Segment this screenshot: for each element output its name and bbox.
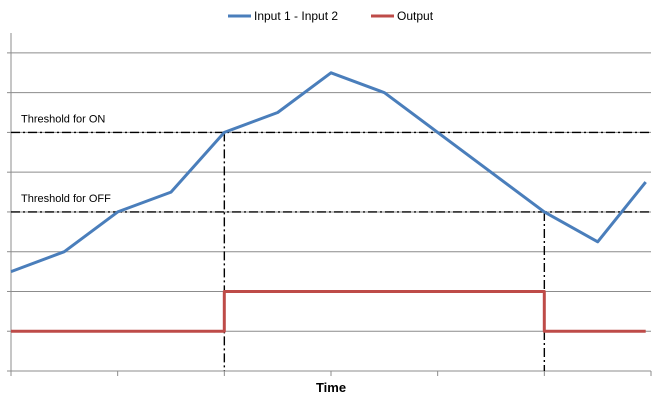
legend-label-diff: Input 1 - Input 2 bbox=[254, 9, 338, 23]
legend: Input 1 - Input 2 Output bbox=[228, 9, 434, 23]
series-line-output bbox=[11, 290, 646, 333]
legend-label-output: Output bbox=[397, 9, 434, 23]
threshold-off-label: Threshold for OFF bbox=[21, 193, 111, 205]
threshold-on-label: Threshold for ON bbox=[21, 113, 105, 125]
series-line-diff bbox=[10, 71, 647, 274]
x-axis-label: Time bbox=[316, 380, 346, 395]
series-lines bbox=[10, 71, 647, 333]
